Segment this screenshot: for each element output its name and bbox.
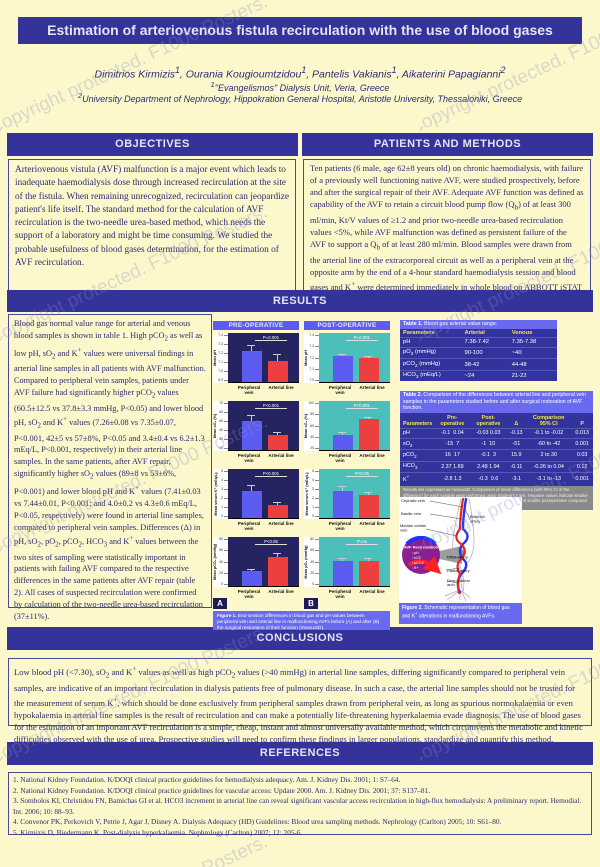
svg-text:↑pCO2: ↑pCO2 [412,561,424,565]
svg-text:arch: arch [447,582,455,587]
svg-text:Basilic vein: Basilic vein [401,511,421,516]
svg-text:vein: vein [400,528,407,533]
svg-text:↑sO2: ↑sO2 [412,556,421,560]
svg-text:artery: artery [470,519,480,524]
svg-text:Radial artery: Radial artery [447,568,470,573]
svg-text:AVF Recirculation: AVF Recirculation [404,545,439,550]
svg-text:Ulnar artery: Ulnar artery [447,555,468,560]
svg-text:↓K+: ↓K+ [412,566,419,570]
svg-text:↓pH: ↓pH [412,551,419,555]
svg-text:Cephalic vein: Cephalic vein [401,498,425,503]
